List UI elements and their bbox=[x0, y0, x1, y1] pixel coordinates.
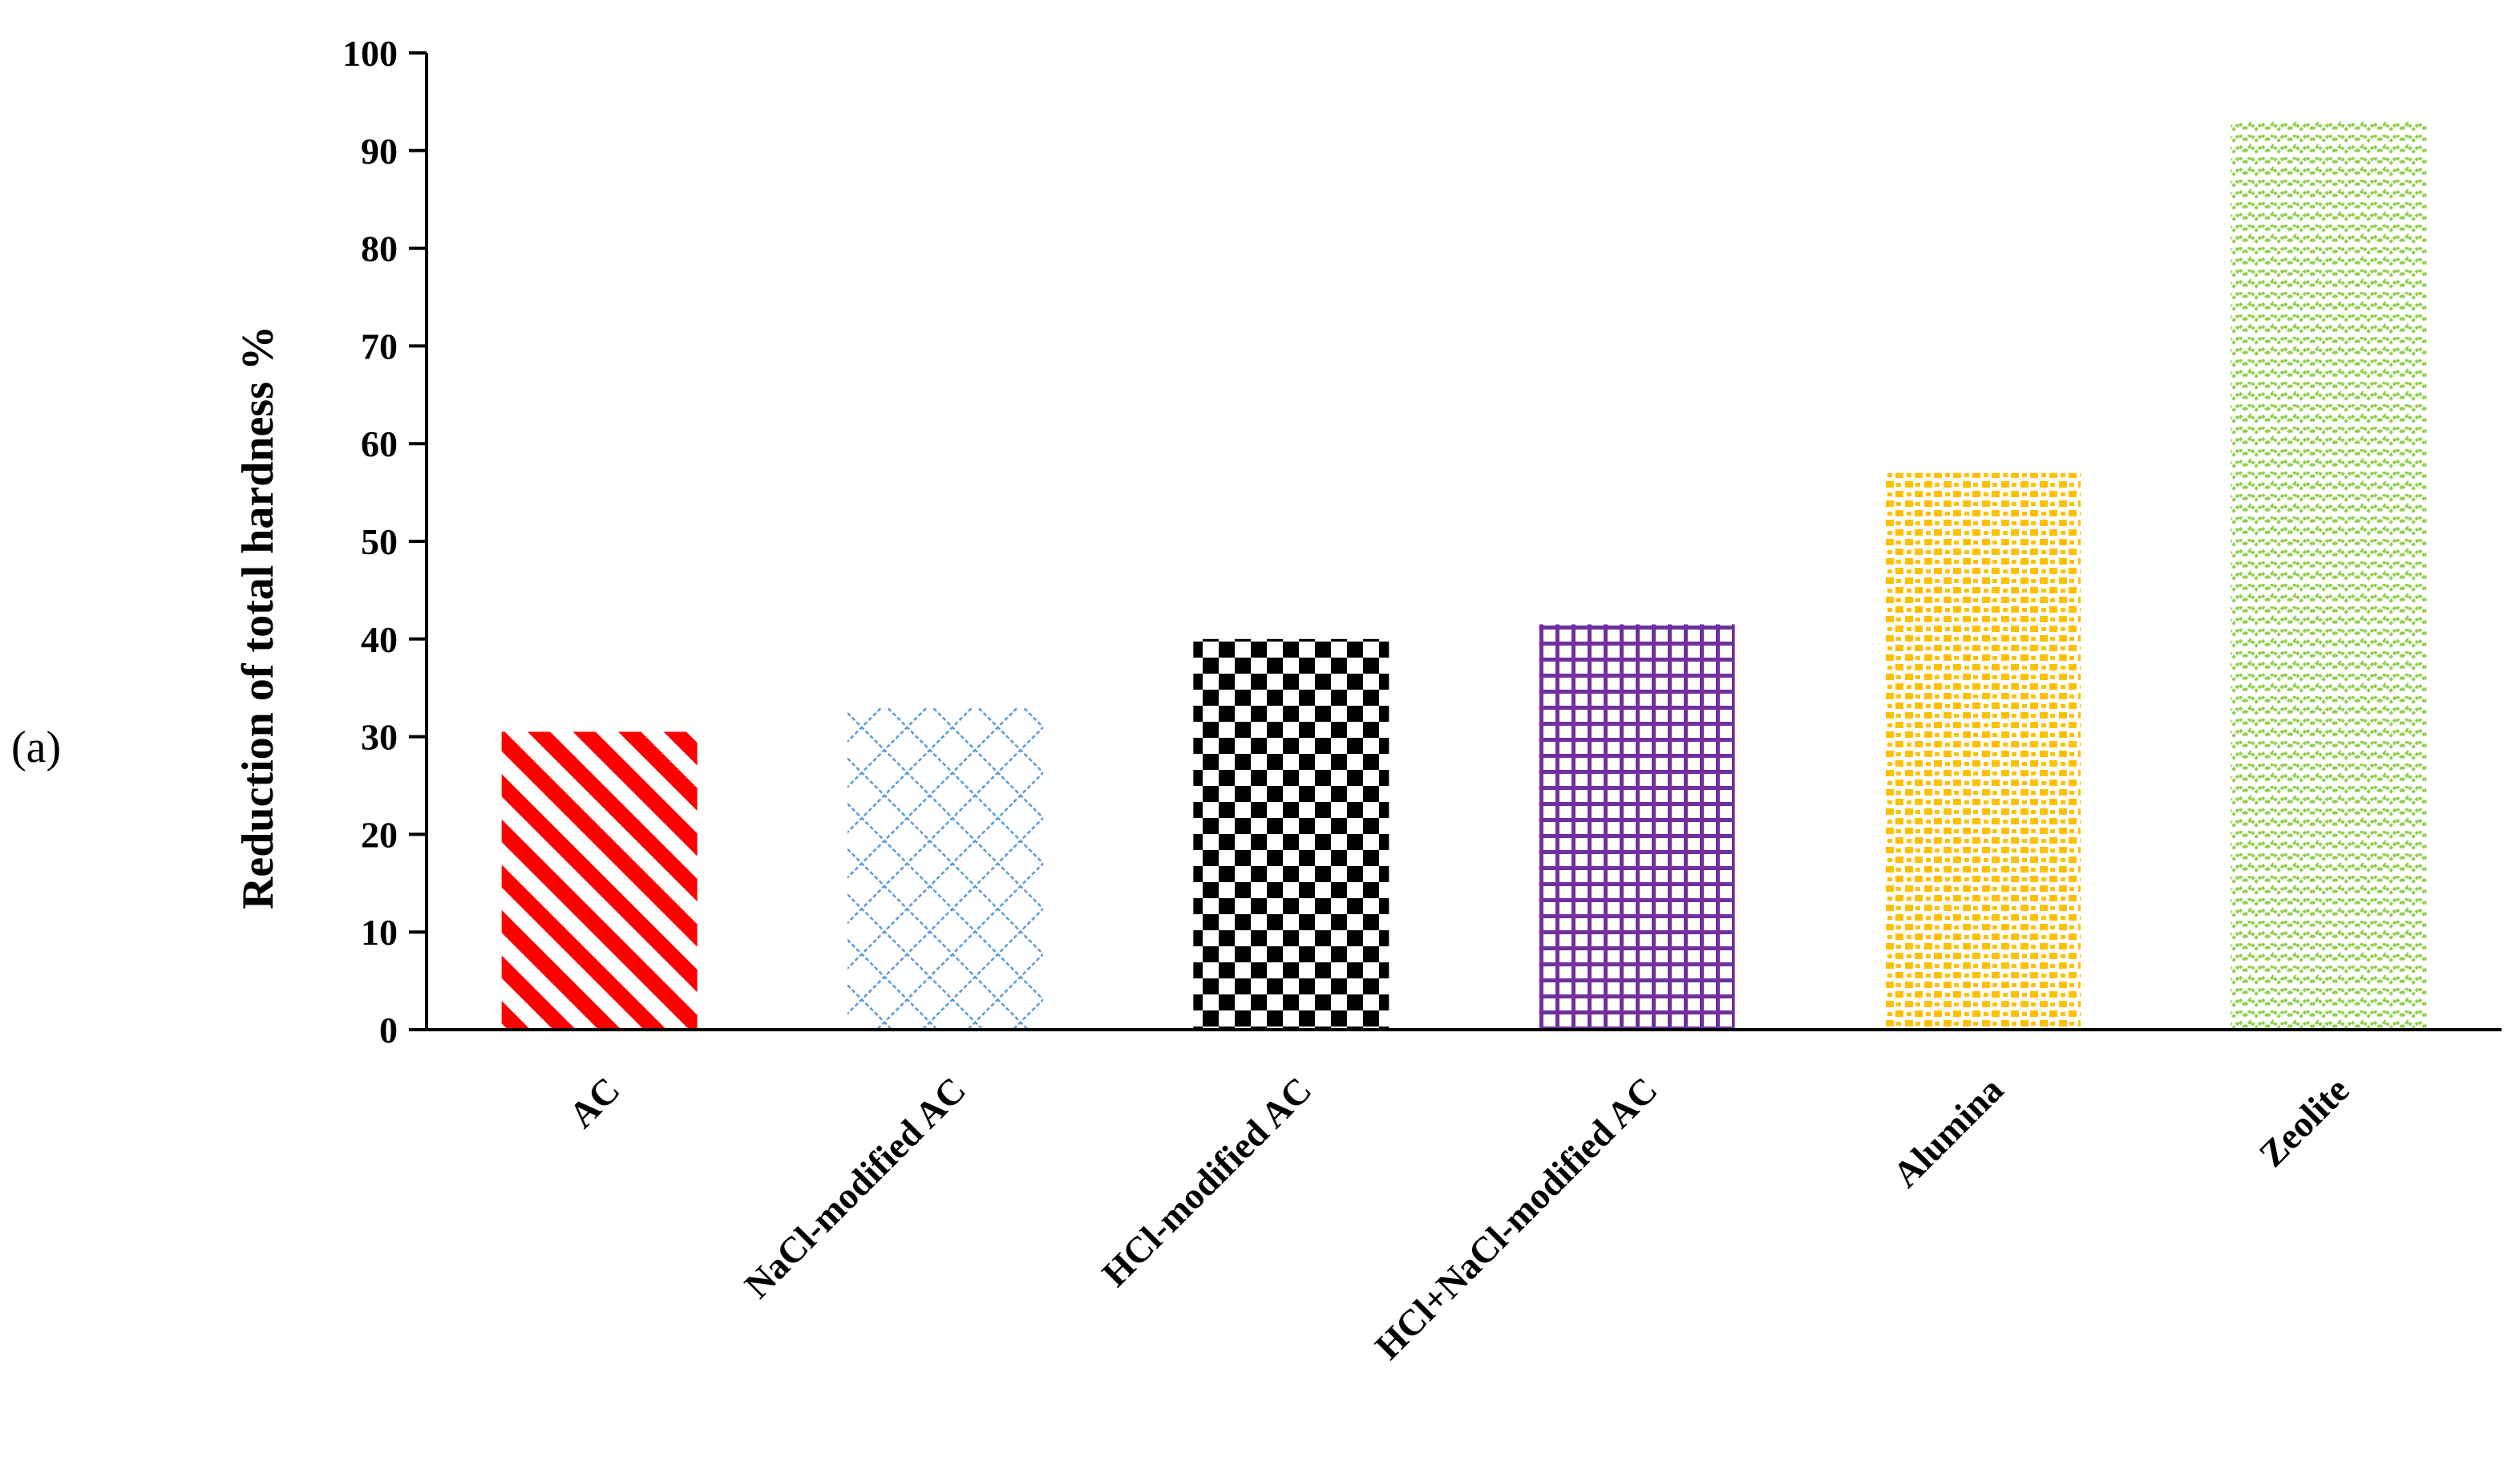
y-tick-label: 80 bbox=[361, 229, 398, 269]
x-category-label: NaCl-modified AC bbox=[737, 1069, 973, 1306]
bar-hcl-nacl-modified-ac bbox=[1539, 624, 1735, 1030]
x-category-label: Zeolite bbox=[2251, 1069, 2357, 1175]
bar-zeolite bbox=[2231, 121, 2427, 1030]
bar-ac bbox=[501, 731, 698, 1030]
bar-hcl-modified-ac bbox=[1193, 638, 1389, 1030]
x-category-label: Alumina bbox=[1885, 1069, 2011, 1195]
y-tick-label: 10 bbox=[361, 912, 398, 953]
y-axis-label: Reduction of total hardness % bbox=[233, 326, 283, 909]
x-axis-labels: AC NaCl-modified AC HCl-modified AC HCl+NaC… bbox=[561, 1069, 2357, 1367]
y-tick-label: 20 bbox=[361, 814, 398, 855]
x-category-label: HCl-modified AC bbox=[1094, 1069, 1319, 1294]
bar-alumina bbox=[1885, 472, 2081, 1030]
y-tick-label: 70 bbox=[361, 326, 398, 366]
y-tick-label: 30 bbox=[361, 717, 398, 758]
y-tick-label: 50 bbox=[361, 521, 398, 562]
panel-label: (a) bbox=[11, 723, 61, 772]
y-tick-label: 100 bbox=[342, 33, 398, 74]
y-tick-label: 0 bbox=[379, 1010, 398, 1051]
bar-nacl-modified-ac bbox=[847, 707, 1043, 1030]
x-category-label: HCl+NaCl-modified AC bbox=[1367, 1069, 1665, 1367]
y-tick-label: 40 bbox=[361, 619, 398, 660]
y-tick-label: 90 bbox=[361, 131, 398, 172]
bars bbox=[501, 121, 2427, 1030]
y-tick-label: 60 bbox=[361, 423, 398, 464]
y-axis-ticks: 0 10 20 30 40 50 60 70 80 90 100 bbox=[342, 33, 427, 1051]
x-category-label: AC bbox=[561, 1069, 628, 1136]
